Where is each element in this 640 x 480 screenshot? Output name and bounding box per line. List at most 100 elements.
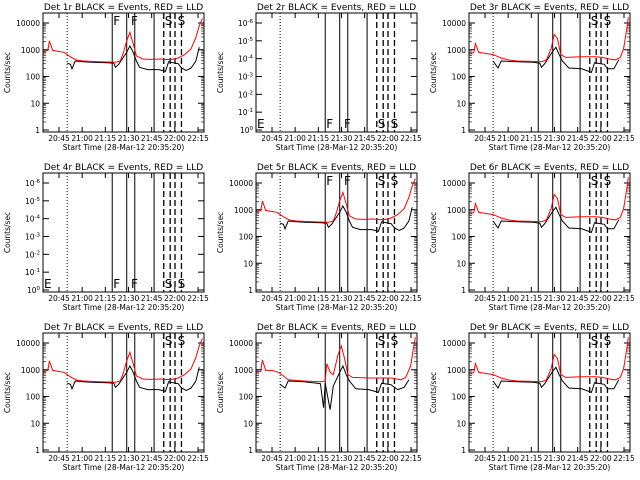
y-tick-label: 1 [35, 446, 40, 455]
x-tick-label: 21:45 [141, 134, 163, 143]
x-tick-label: 22:00 [590, 134, 612, 143]
chart-title: Det 4r BLACK = Events, RED = LLD [44, 163, 203, 173]
x-tick-label: 20:45 [48, 134, 70, 143]
y-tick-label: 1 [461, 286, 466, 295]
x-axis-label: Start Time (28-Mar-12 20:35:20) [276, 463, 398, 472]
y-axis-label: Counts/sec [429, 212, 438, 253]
chart-title: Det 6r BLACK = Events, RED = LLD [470, 163, 629, 173]
x-tick-label: 22:00 [377, 294, 399, 303]
x-tick-label: 21:00 [71, 294, 93, 303]
x-tick-label: 22:00 [164, 134, 186, 143]
series-line-black [279, 204, 413, 233]
x-tick-label: 21:45 [141, 294, 163, 303]
x-tick-label: 22:00 [164, 454, 186, 463]
series-line-black [492, 366, 620, 394]
y-tick-label: 10 [456, 419, 466, 428]
x-tick-label: 22:15 [187, 134, 209, 143]
chart-panel-5: Det 5r BLACK = Events, RED = LLD Counts/s… [216, 163, 422, 312]
y-tick-label: 10000 [442, 19, 466, 28]
event-flag: F [113, 14, 120, 28]
y-tick-label: 10 [456, 99, 466, 108]
y-tick-label: 1 [461, 126, 466, 135]
event-flag: S [391, 117, 399, 131]
x-tick-label: 21:15 [308, 134, 330, 143]
x-tick-label: 21:15 [308, 294, 330, 303]
x-axis-label: Start Time (28-Mar-12 20:35:20) [63, 463, 185, 472]
event-flag: S [604, 334, 612, 348]
series-line-red [469, 177, 629, 223]
chart-panel-7: Det 7r BLACK = Events, RED = LLD Counts/s… [3, 323, 209, 472]
y-tick-label: 100 [452, 233, 467, 242]
x-tick-label: 20:45 [474, 294, 496, 303]
plot-frame [468, 172, 631, 293]
x-tick-label: 21:45 [141, 454, 163, 463]
x-tick-label: 21:30 [544, 294, 566, 303]
y-tick-label: 100 [26, 73, 41, 82]
x-tick-label: 21:30 [544, 454, 566, 463]
y-tick-label: 10-6 [25, 179, 41, 188]
x-tick-label: 22:15 [613, 134, 635, 143]
chart-title: Det 1r BLACK = Events, RED = LLD [44, 3, 203, 13]
x-tick-label: 21:15 [95, 454, 117, 463]
event-flag: S [165, 334, 173, 348]
event-flag: F [113, 277, 120, 291]
chart-title: Det 3r BLACK = Events, RED = LLD [470, 3, 629, 13]
y-tick-label: 10-5 [25, 197, 41, 206]
x-tick-label: 21:30 [331, 294, 353, 303]
event-flag: S [378, 334, 386, 348]
x-tick-label: 22:00 [164, 294, 186, 303]
x-tick-label: 22:00 [377, 134, 399, 143]
x-tick-label: 21:45 [354, 134, 376, 143]
y-tick-label: 1000 [447, 46, 466, 55]
series-line-black [67, 364, 200, 393]
x-axis-label: Start Time (28-Mar-12 20:35:20) [489, 463, 611, 472]
x-tick-label: 21:00 [71, 134, 93, 143]
y-tick-label: 1 [248, 446, 253, 455]
y-tick-label: 1000 [447, 206, 466, 215]
series-line-red [43, 338, 203, 383]
event-flag: F [326, 117, 333, 131]
y-tick-label: 100 [27, 286, 41, 295]
y-tick-label: 10 [243, 259, 253, 268]
x-axis-label: Start Time (28-Mar-12 20:35:20) [489, 303, 611, 312]
x-tick-label: 22:15 [400, 454, 422, 463]
event-flag: S [178, 277, 186, 291]
y-tick-label: 100 [452, 393, 467, 402]
event-flag: F [326, 174, 333, 188]
x-tick-label: 21:45 [567, 294, 589, 303]
x-tick-label: 21:45 [567, 454, 589, 463]
x-tick-label: 21:15 [521, 454, 543, 463]
y-tick-label: 100 [452, 73, 467, 82]
x-tick-label: 21:30 [331, 134, 353, 143]
chart-panel-3: Det 3r BLACK = Events, RED = LLD Counts/s… [429, 3, 635, 152]
x-tick-label: 21:30 [331, 454, 353, 463]
y-tick-label: 10000 [442, 179, 466, 188]
y-tick-label: 10-3 [25, 233, 41, 242]
series-line-black [279, 364, 410, 410]
y-tick-label: 10000 [442, 339, 466, 348]
x-tick-label: 22:00 [590, 454, 612, 463]
plot-frame [255, 12, 418, 133]
y-tick-label: 1000 [447, 366, 466, 375]
x-tick-label: 20:45 [261, 134, 283, 143]
y-tick-label: 100 [239, 393, 254, 402]
y-tick-label: 10000 [16, 339, 40, 348]
y-tick-label: 10-3 [238, 73, 254, 82]
series-line-black [492, 206, 620, 234]
x-tick-label: 22:15 [187, 454, 209, 463]
event-flag: S [391, 334, 399, 348]
x-tick-label: 22:00 [590, 294, 612, 303]
x-tick-label: 22:15 [187, 294, 209, 303]
plot-frame [255, 332, 418, 453]
event-flag: S [604, 14, 612, 28]
plot-frame [42, 332, 205, 453]
series-line-red [469, 17, 629, 63]
event-flag: S [178, 14, 186, 28]
x-axis-label: Start Time (28-Mar-12 20:35:20) [276, 303, 398, 312]
x-tick-label: 21:00 [284, 454, 306, 463]
x-tick-label: 21:30 [118, 134, 140, 143]
x-tick-label: 20:45 [261, 294, 283, 303]
series-line-red [256, 178, 416, 223]
x-tick-label: 21:00 [71, 454, 93, 463]
